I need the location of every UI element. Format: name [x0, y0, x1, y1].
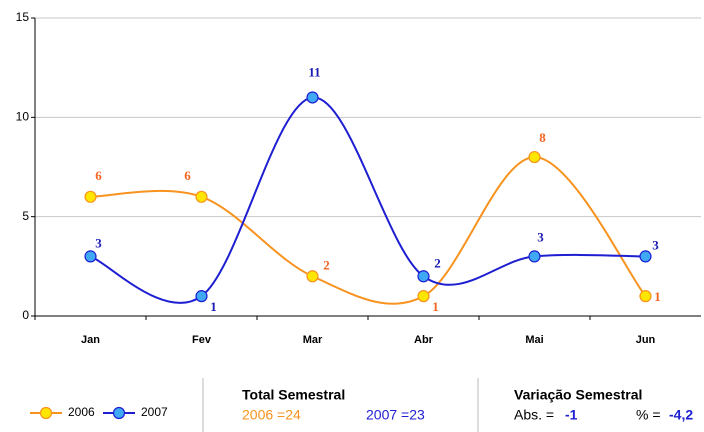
series-line	[90, 156, 647, 305]
data-label: 3	[652, 237, 659, 252]
summary-item: 2006 =24	[242, 407, 301, 423]
x-tick-label: Abr	[414, 334, 434, 346]
data-label: 2	[323, 257, 330, 272]
marker	[306, 270, 319, 283]
series-line	[90, 96, 646, 304]
marker	[639, 290, 652, 303]
data-label: 6	[95, 168, 102, 183]
variation-title: Variação Semestral	[514, 387, 642, 403]
marker	[195, 190, 208, 203]
marker	[528, 250, 541, 263]
marker	[84, 190, 97, 203]
marker	[417, 290, 430, 303]
y-tick-label: 15	[16, 10, 30, 24]
y-tick-label: 0	[22, 308, 29, 322]
variation-value: -4,2	[669, 407, 693, 423]
legend-marker	[112, 406, 126, 420]
y-tick-label: 5	[22, 209, 29, 223]
data-label: 3	[537, 229, 544, 244]
marker	[306, 91, 319, 104]
legend-label: 2007	[141, 405, 168, 419]
summary-item: 2007 =23	[366, 407, 425, 423]
marker	[417, 270, 430, 283]
variation-value: -1	[565, 407, 578, 423]
legend-marker	[39, 406, 53, 420]
x-tick-label: Mai	[525, 334, 543, 346]
data-label: 6	[184, 168, 191, 183]
data-label: 8	[539, 130, 546, 145]
legend-label: 2006	[68, 405, 95, 419]
data-label: 1	[654, 289, 661, 304]
x-tick-label: Jun	[636, 334, 656, 346]
x-tick-label: Jan	[81, 334, 100, 346]
variation-label: % =	[636, 407, 661, 423]
data-label: 1	[432, 299, 439, 314]
y-tick-label: 10	[16, 110, 30, 124]
x-tick-label: Fev	[192, 334, 212, 346]
marker	[84, 250, 97, 263]
data-label: 11	[308, 64, 320, 79]
summary-title: Total Semestral	[242, 387, 345, 403]
x-tick-label: Mar	[303, 334, 323, 346]
data-label: 1	[210, 299, 217, 314]
marker	[528, 150, 541, 164]
variation-label: Abs. =	[514, 407, 554, 423]
data-label: 3	[95, 235, 102, 250]
marker	[195, 290, 208, 303]
data-label: 2	[434, 255, 441, 270]
marker	[639, 250, 652, 263]
